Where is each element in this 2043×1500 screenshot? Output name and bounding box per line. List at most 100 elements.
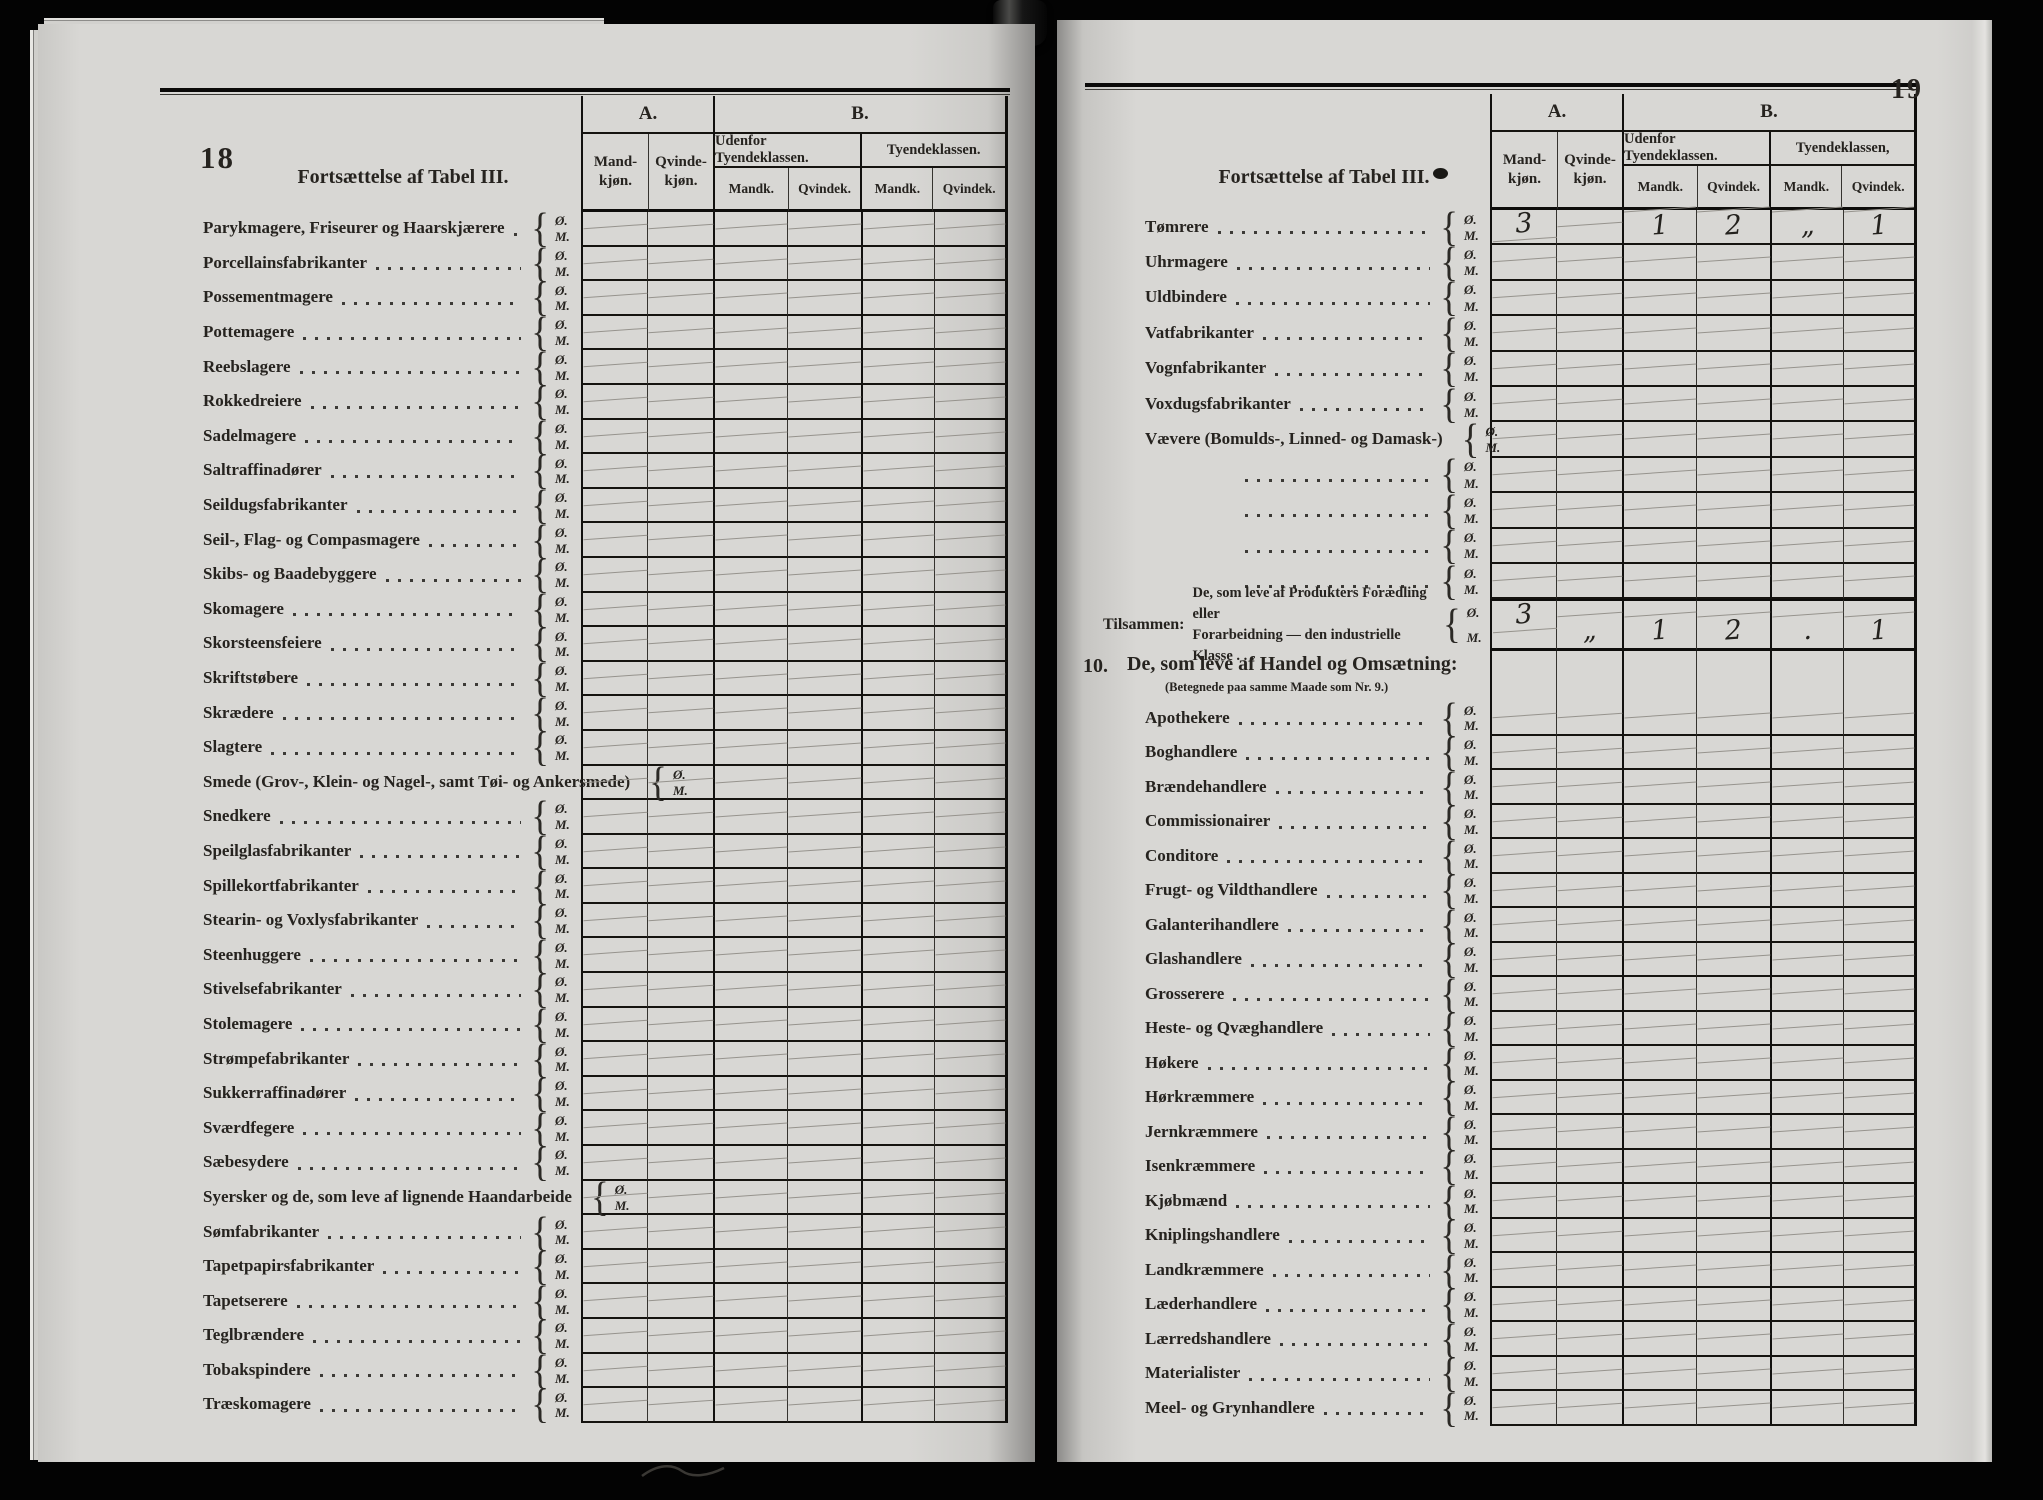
value-cell-udenfor-qvindek <box>787 1210 862 1250</box>
value-cell-udenfor-qvindek <box>787 207 862 247</box>
value-cell-udenfor-qvindek <box>1696 869 1771 909</box>
value-cell-tyende-qvindek <box>934 1383 1008 1423</box>
row-mark-bottom: M. <box>555 575 570 591</box>
value-cell-udenfor-qvindek <box>787 588 862 628</box>
value-cell-udenfor-qvindek <box>787 553 862 593</box>
value-cell-udenfor-qvindek <box>787 415 862 455</box>
value-cell-tyende-qvindek <box>934 1349 1008 1389</box>
value-cell-tyende-qvindek <box>1843 347 1917 387</box>
value-cell-tyende-mandk <box>1770 1007 1844 1047</box>
header-a: A. <box>583 96 713 134</box>
row-mark-bottom: M. <box>1464 1373 1479 1389</box>
value-cell-tyende-mandk <box>861 1279 935 1319</box>
occupation-cell: Boghandlere { Ø. M. <box>1057 732 1490 773</box>
value-cell-mand <box>1490 1283 1557 1323</box>
value-cell-qvinde <box>647 795 714 835</box>
tilsammen-row: Tilsammen: De, som leve af Produkters Fo… <box>1057 585 1917 664</box>
dot-leader <box>1245 549 1431 553</box>
row-brace: { <box>531 932 549 979</box>
row-mark-top: Ø. <box>555 1009 568 1025</box>
row-brace: { <box>1440 1074 1458 1121</box>
row-brace: { <box>1440 1350 1458 1397</box>
value-cell-tyende-qvindek <box>1843 1110 1917 1150</box>
row-mark-top: Ø. <box>1464 771 1477 787</box>
occupation-cell: Speilglasfabrikanter { Ø. M. <box>38 831 581 872</box>
header-qvindekjon: Qvinde- kjøn. <box>648 134 713 212</box>
occupation-cell: Læderhandlere { Ø. M. <box>1057 1284 1490 1325</box>
value-cell-udenfor-mandk: 1 <box>1622 596 1697 652</box>
row-mark-top: Ø. <box>555 317 568 333</box>
row-brace: { <box>1440 798 1458 845</box>
tilsammen-line2: Forarbeidning — den industrielle Klasse … <box>1192 627 1401 665</box>
value-cell-mand <box>581 692 648 731</box>
occupation-label: Tapetpapirsfabrikanter <box>203 1256 375 1276</box>
value-cell-udenfor-mandk <box>1622 1386 1697 1426</box>
dot-leader <box>292 613 522 617</box>
row-mark-bottom: M. <box>555 644 570 660</box>
value-cell-udenfor-qvindek <box>1696 240 1771 281</box>
row-marks: Ø. M. <box>549 1250 581 1285</box>
row-marks: Ø. M. <box>549 1388 581 1423</box>
value-cell-tyende-qvindek <box>934 553 1008 593</box>
row-brace: { <box>1440 451 1458 498</box>
row-marks: Ø. M. <box>1458 908 1490 943</box>
row-marks: Ø. M. <box>1458 1253 1490 1288</box>
row-brace: { <box>1440 558 1458 604</box>
occupation-label: Frugt- og Vildthandlere <box>1145 880 1318 900</box>
value-cell-udenfor-qvindek <box>787 657 862 697</box>
row-brace: { <box>531 447 549 494</box>
value-cell-tyende-mandk <box>861 795 935 835</box>
value-cell-tyende-qvindek <box>934 380 1008 420</box>
value-cell-tyende-qvindek <box>1843 311 1917 352</box>
value-cell-tyende-mandk <box>1770 382 1844 423</box>
left-page: 18 Fortsættelse af Tabel III. A. Mand- k… <box>38 24 1035 1478</box>
value-cell-mand <box>581 830 648 870</box>
value-cell-udenfor-qvindek <box>1696 1110 1771 1150</box>
row-mark-bottom: M. <box>555 851 570 867</box>
value-cell-udenfor-qvindek <box>787 726 862 766</box>
value-cell-udenfor-qvindek <box>1696 488 1771 529</box>
value-cell-tyende-mandk <box>861 864 935 904</box>
row-marks: Ø. M. <box>1458 1150 1490 1185</box>
occupation-label: Seil-, Flag- og Compasmagere <box>203 529 420 549</box>
table-row: Tømrere { Ø. M. 3 1 2 „ 1 <box>1057 205 1917 248</box>
row-mark-bottom: M. <box>1464 1132 1479 1148</box>
row-mark-top: Ø. <box>555 870 568 886</box>
value-cell-qvinde <box>1556 559 1623 600</box>
value-cell-qvinde <box>647 1349 714 1389</box>
row-mark-bottom: M. <box>555 471 570 487</box>
value-cell-mand <box>1490 1111 1557 1150</box>
row-mark-bottom: M. <box>555 1267 570 1282</box>
value-cell-tyende-mandk <box>861 1314 935 1354</box>
value-cell-mand <box>581 934 648 974</box>
dot-leader <box>1272 1274 1431 1278</box>
dot-leader <box>282 717 522 721</box>
value-cell-mand <box>1490 347 1557 387</box>
value-cell-mand <box>581 519 648 558</box>
occupation-cell: Uldbindere { Ø. M. <box>1057 277 1490 318</box>
row-mark-top: Ø. <box>555 836 568 852</box>
table-row: Skibs- og Baadebyggere { Ø. M. <box>38 553 1008 595</box>
value-cell-mand <box>1490 311 1557 352</box>
table-row: Syersker og de, som leve af lignende Haa… <box>38 1176 1008 1218</box>
row-marks: Ø. M. <box>549 489 581 524</box>
table-row: Sømfabrikanter { Ø. M. <box>38 1210 1008 1253</box>
row-brace: { <box>1440 902 1458 948</box>
value-cell-tyende-qvindek <box>1843 1386 1917 1426</box>
row-mark-top: Ø. <box>555 1216 568 1232</box>
value-cell-udenfor-mandk <box>1622 765 1697 805</box>
table-row: Frugt- og Vildthandlere { Ø. M. <box>1057 869 1917 911</box>
value-cell-tyende-qvindek <box>1843 1283 1917 1323</box>
value-cell-udenfor-mandk <box>1622 1317 1697 1357</box>
value-cell-tyende-mandk <box>1770 417 1844 458</box>
row-brace: { <box>1440 1385 1458 1431</box>
value-cell-udenfor-qvindek <box>787 622 862 662</box>
header-mandk-1: Mandk. <box>1624 166 1697 210</box>
table-row: Heste- og Qvæghandlere { Ø. M. <box>1057 1007 1917 1049</box>
value-cell-tyende-mandk <box>861 1245 935 1285</box>
section-number: 10. <box>1083 655 1108 678</box>
row-mark-bottom: M. <box>1464 1270 1479 1286</box>
value-cell-qvinde <box>647 311 714 351</box>
value-cell-udenfor-qvindek <box>787 1141 862 1181</box>
value-cell-mand <box>581 1003 648 1043</box>
